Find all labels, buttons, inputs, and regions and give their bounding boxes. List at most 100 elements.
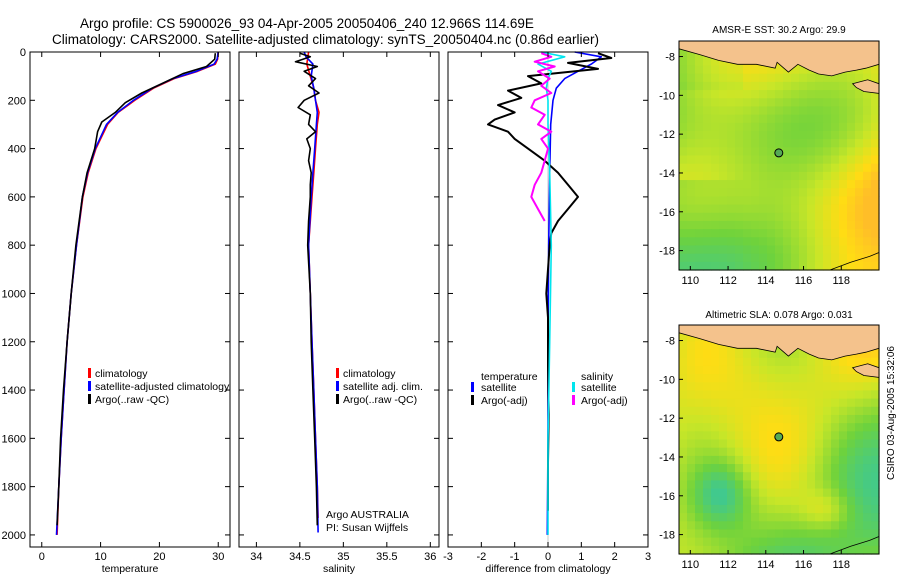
map-cell [775, 139, 784, 148]
map-cell [759, 382, 768, 392]
map-cell [847, 180, 856, 189]
map-cell [871, 374, 880, 383]
map-cell [815, 73, 824, 83]
map-cell [687, 180, 696, 189]
map-cell [679, 171, 688, 181]
sla-map-frame [678, 324, 880, 555]
map-cell [703, 447, 712, 457]
map-cell [783, 171, 792, 181]
map-cell [855, 163, 864, 173]
map-cell [703, 261, 712, 271]
map-cell [727, 406, 736, 416]
map-x-tick-label: 116 [795, 275, 813, 287]
map-cell [855, 188, 864, 197]
map-cell [775, 261, 784, 271]
map-cell [719, 65, 728, 75]
map-cell [799, 229, 808, 238]
map-cell [767, 504, 776, 514]
map-cell [815, 163, 824, 173]
map-cell [703, 65, 712, 75]
map-cell [719, 122, 728, 132]
map-cell [711, 374, 720, 383]
map-cell [743, 139, 752, 148]
map-cell [759, 349, 768, 359]
map-cell [855, 122, 864, 132]
legend-climatology: climatology [343, 368, 396, 380]
map-cell [863, 357, 872, 367]
map-cell [727, 90, 736, 99]
map-cell [871, 382, 880, 392]
map-cell [679, 90, 688, 99]
map-cell [711, 414, 720, 424]
map-cell [791, 130, 800, 140]
map-cell [719, 114, 728, 124]
map-cell [695, 496, 704, 506]
map-cell [727, 513, 736, 522]
map-cell [775, 204, 784, 214]
map-y-tick-label: -10 [659, 90, 675, 102]
map-cell [855, 480, 864, 490]
map-cell [759, 188, 768, 197]
map-cell [831, 365, 840, 375]
map-cell [695, 73, 704, 83]
map-cell [711, 423, 720, 432]
map-cell [711, 537, 720, 547]
map-cell [767, 114, 776, 124]
map-cell [695, 196, 704, 206]
map-cell [711, 439, 720, 449]
map-cell [743, 220, 752, 230]
map-cell [743, 122, 752, 132]
sst-map-title: AMSR-E SST: 30.2 Argo: 29.9 [712, 25, 846, 36]
map-cell [775, 529, 784, 539]
map-cell [727, 139, 736, 148]
map-cell [807, 480, 816, 490]
map-cell [751, 188, 760, 197]
map-cell [719, 382, 728, 392]
temperature-legend: climatology satellite-adjusted climatolo… [88, 368, 230, 406]
map-cell [679, 439, 688, 449]
map-cell [823, 488, 832, 498]
map-cell [767, 455, 776, 465]
map-cell [839, 212, 848, 222]
map-cell [759, 545, 768, 555]
map-cell [751, 464, 760, 473]
map-cell [679, 122, 688, 132]
salinity-axes-frame [238, 51, 440, 548]
map-cell [815, 180, 824, 189]
map-cell [807, 545, 816, 555]
map-cell [783, 439, 792, 449]
map-cell [775, 382, 784, 392]
map-cell [783, 73, 792, 83]
legend-satellite: satellite adj. clim. [343, 381, 423, 393]
map-cell [727, 245, 736, 255]
map-cell [679, 204, 688, 214]
land-java [678, 40, 880, 77]
map-cell [703, 382, 712, 392]
map-cell [871, 180, 880, 189]
map-cell [855, 73, 864, 83]
map-cell [831, 414, 840, 424]
map-cell [695, 504, 704, 514]
map-cell [863, 513, 872, 522]
map-cell [767, 98, 776, 108]
map-cell [719, 537, 728, 547]
map-cell [831, 155, 840, 165]
map-cell [823, 220, 832, 230]
map-cell [767, 90, 776, 99]
map-cell [871, 390, 880, 400]
map-cell [815, 171, 824, 181]
legend-sal-argo: Argo(-adj) [581, 395, 628, 407]
map-cell [783, 545, 792, 555]
map-cell [727, 220, 736, 230]
map-cell [751, 237, 760, 247]
map-cell [815, 545, 824, 555]
map-cell [687, 374, 696, 383]
map-cell [751, 212, 760, 222]
map-cell [751, 98, 760, 108]
map-cell [679, 253, 688, 263]
map-cell [743, 212, 752, 222]
map-cell [855, 139, 864, 148]
y-tick-label: 1200 [2, 337, 26, 349]
y-tick-label: 600 [8, 192, 26, 204]
map-cell [775, 229, 784, 238]
